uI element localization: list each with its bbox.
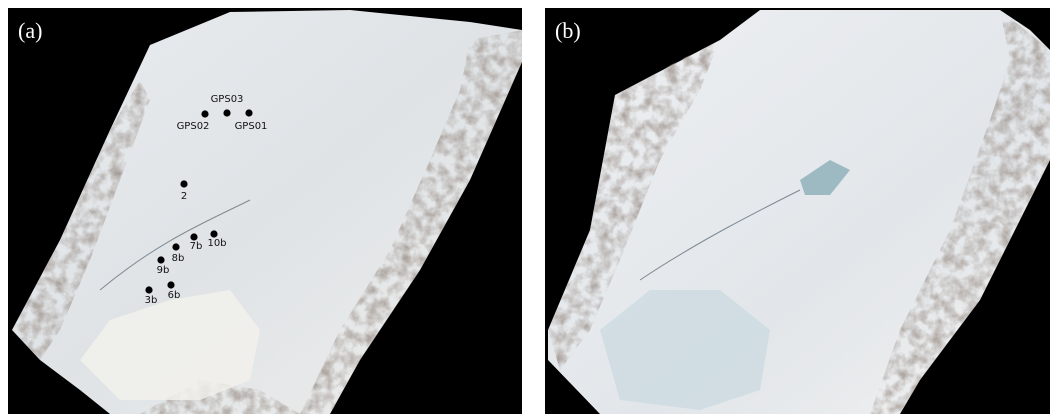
point-label: 10b	[207, 238, 226, 249]
sample-point	[190, 233, 198, 241]
rock-bottom	[140, 380, 300, 414]
icefall	[600, 290, 770, 410]
crevasse	[99, 199, 251, 291]
rock-left	[548, 40, 720, 370]
sample-point	[167, 281, 175, 289]
point-label: 6b	[168, 290, 181, 301]
crevasse	[639, 189, 801, 281]
point-label: 7b	[190, 241, 203, 252]
ice-pool	[800, 160, 850, 195]
rock-right	[870, 10, 1050, 414]
panel-label: (b)	[555, 18, 581, 43]
point-label: GPS01	[235, 121, 268, 132]
point-label: 3b	[145, 295, 158, 306]
point-label: GPS03	[211, 94, 244, 105]
point-label: 9b	[157, 265, 170, 276]
sample-point	[172, 243, 180, 251]
rock-right	[300, 30, 522, 414]
sample-point	[245, 109, 253, 117]
sample-point	[210, 230, 218, 238]
point-label: 8b	[172, 253, 185, 264]
point-label: GPS02	[177, 121, 210, 132]
panel-b: (b)	[545, 8, 1050, 414]
sample-point	[157, 256, 165, 264]
sample-point	[180, 180, 188, 188]
panel-label: (a)	[18, 18, 42, 43]
icefall	[80, 290, 260, 400]
sample-point	[145, 286, 153, 294]
sample-point	[223, 109, 231, 117]
point-label: 2	[181, 191, 187, 202]
sample-point	[201, 110, 209, 118]
panel-a: (a) GPS02 GPS03 GPS01 2 8b 7b 10b 9b 3b 6b	[8, 8, 522, 414]
rock-left	[12, 80, 150, 360]
